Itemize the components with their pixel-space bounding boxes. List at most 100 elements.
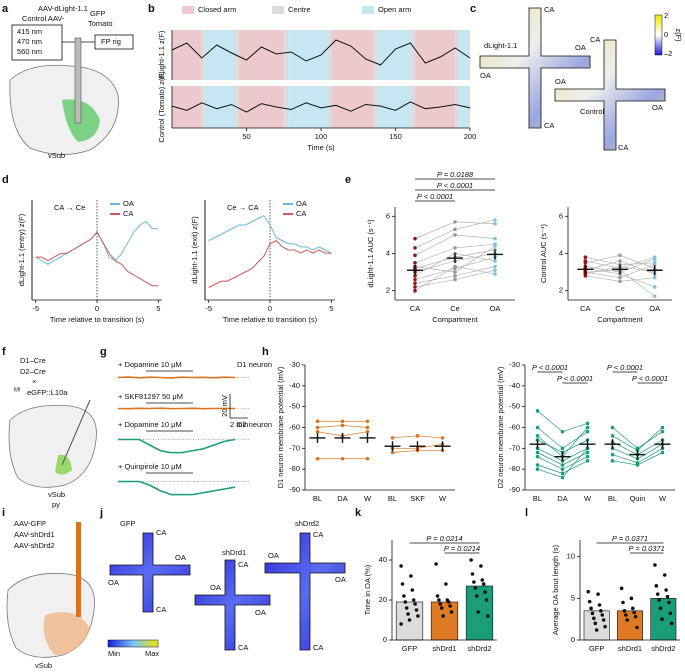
data-point [448, 604, 452, 608]
trace-line [118, 438, 236, 454]
label: OA [480, 71, 491, 80]
comparison-label: P < 0.0001 [557, 374, 593, 383]
label: GFP [90, 9, 105, 18]
data-point [633, 614, 638, 619]
y-tick-label: 4 [386, 248, 390, 257]
label: FP rig [101, 37, 121, 46]
data-point [400, 582, 405, 586]
drug-label: + SKF81297 50 μM [118, 392, 183, 401]
label: 470 nm [17, 37, 42, 46]
cell-label: D1 neuron [237, 360, 272, 369]
subject-point [340, 456, 345, 461]
panel-i: AAV-GFP AAV-shDrd1 AAV-shDrd2 vSub [6, 519, 95, 670]
x-axis-label: Time relative to transition (s) [223, 315, 318, 324]
panel-letters: a b c d e f g h i j k l [2, 3, 528, 519]
subject-point [560, 467, 565, 471]
x-tick-label: 150 [389, 132, 402, 141]
panel-letter: f [2, 346, 6, 358]
label: AAV-shDrd2 [14, 541, 55, 550]
comparison-label: P = 0.0214 [444, 544, 480, 553]
data-point [662, 573, 667, 577]
data-point [597, 603, 602, 607]
label: AAV-GFP [14, 519, 46, 528]
data-point [483, 590, 487, 594]
subject-point [583, 259, 588, 263]
data-point [486, 614, 490, 618]
subject-point [535, 409, 540, 413]
data-point [596, 592, 600, 596]
subject-point [493, 268, 497, 273]
comparison-label: P = 0.0371 [629, 544, 665, 553]
subject-point [585, 454, 590, 459]
label: GFP [120, 519, 135, 528]
data-point [624, 613, 628, 617]
series-line [171, 101, 471, 113]
subject-point [493, 218, 497, 222]
data-point [632, 610, 636, 615]
y-axis-label: Control AUC (s⁻¹) [539, 224, 548, 283]
y-tick-label: -60 [289, 422, 300, 431]
label: CA [590, 35, 600, 44]
y-tick-label: -80 [509, 464, 520, 473]
subject-point [413, 281, 417, 286]
label: vSub [48, 151, 65, 160]
data-point [407, 618, 412, 622]
data-point [664, 588, 668, 592]
series-line [208, 214, 332, 254]
x-tick-label: Ce [450, 304, 460, 313]
data-point [590, 611, 595, 616]
zone-band [331, 86, 374, 128]
label: Tomato [88, 19, 113, 28]
data-point [653, 563, 657, 567]
label: CA [156, 528, 166, 537]
subject-point [535, 467, 540, 471]
data-point [406, 612, 410, 616]
subject-point [413, 288, 417, 293]
data-point [593, 621, 598, 626]
data-point [629, 596, 634, 601]
data-point [435, 594, 440, 598]
subject-point [610, 452, 615, 457]
comparison-label: P < 0.0001 [632, 374, 668, 383]
bar [430, 601, 459, 641]
data-point [668, 611, 673, 616]
y-tick-label: -30 [289, 360, 300, 369]
data-point [601, 618, 606, 622]
zone-band [410, 86, 415, 128]
scale-label: 2 min [230, 420, 248, 429]
cell-label: D2 neuron [237, 420, 272, 429]
x-tick-label: OA [649, 304, 660, 313]
subject-point [618, 275, 622, 280]
y-tick-label: -40 [509, 381, 520, 390]
legend-label: OA [123, 199, 134, 208]
panel-letter: e [345, 174, 351, 186]
x-tick-label: 5 [329, 304, 333, 313]
subject-point [535, 454, 540, 459]
label: CA [544, 121, 554, 130]
data-point [592, 616, 596, 621]
zone-band [239, 30, 284, 80]
panel-letter: b [148, 3, 155, 15]
y-tick-label: 6 [559, 211, 563, 220]
legend-label: CA [296, 209, 306, 218]
zone-band [201, 30, 205, 80]
comparison-label: P = 0.0371 [612, 534, 648, 543]
x-tick-label: W [659, 494, 667, 503]
panel-letter: g [100, 346, 107, 358]
panel-a: AAV-dLight-1.1 Control AAV- GFP Tomato 4… [9, 4, 134, 160]
x-tick-label: shDrd1 [618, 644, 642, 653]
subject-point [453, 220, 457, 224]
subject-point [453, 246, 457, 250]
data-point [621, 600, 625, 605]
subject-point [535, 425, 540, 430]
data-point [402, 594, 406, 598]
x-tick-label: 50 [242, 132, 250, 141]
subject-point [610, 459, 615, 463]
label: CA [313, 643, 323, 652]
subject-point [585, 429, 590, 434]
zone-band [331, 30, 374, 80]
maze-heatmap [479, 7, 591, 129]
zone-band [288, 30, 329, 80]
x-tick-label: shDrd2 [651, 644, 675, 653]
label: 415 nm [17, 27, 42, 36]
